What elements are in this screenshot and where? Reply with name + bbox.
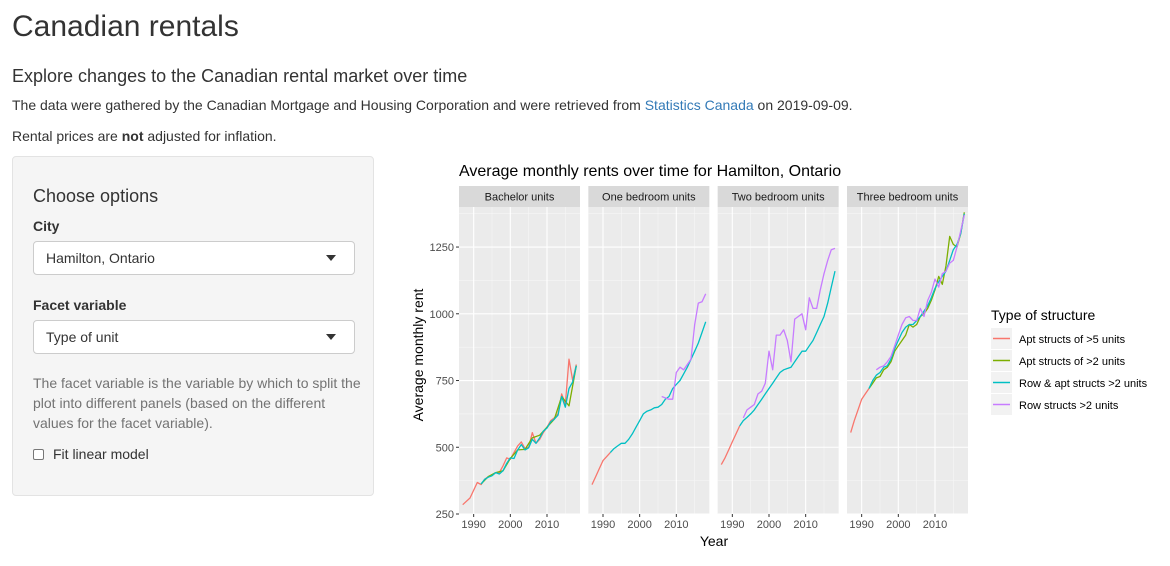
panel-background bbox=[717, 207, 839, 514]
chart-title: Average monthly rents over time for Hami… bbox=[459, 163, 841, 180]
fit-linear-model-label: Fit linear model bbox=[53, 446, 149, 462]
x-tick-label: 1990 bbox=[591, 519, 615, 531]
x-tick-label: 2000 bbox=[757, 519, 781, 531]
y-tick-label: 500 bbox=[436, 442, 454, 454]
panel-background bbox=[459, 207, 580, 514]
legend-item: Row structs >2 units bbox=[991, 394, 1119, 415]
facet-strip bbox=[717, 186, 839, 207]
x-tick-label: 2000 bbox=[886, 519, 910, 531]
series-line bbox=[742, 247, 836, 419]
legend-item: Apt structs of >5 units bbox=[991, 328, 1126, 349]
series-line bbox=[850, 388, 870, 433]
facet-select[interactable]: Type of unit bbox=[33, 320, 355, 354]
facet-select-value: Type of unit bbox=[46, 329, 119, 345]
facet-panel: Bachelor units 1990 2000 2010 bbox=[459, 186, 580, 531]
x-tick-label: 2010 bbox=[664, 519, 688, 531]
x-tick-label: 2010 bbox=[793, 519, 817, 531]
chevron-down-icon bbox=[326, 255, 336, 261]
facet-strip-label: Two bedroom units bbox=[732, 192, 825, 204]
city-label: City bbox=[33, 218, 60, 234]
x-tick-label: 2010 bbox=[535, 519, 559, 531]
statistics-canada-link[interactable]: Statistics Canada bbox=[644, 97, 754, 113]
facet-panel: Three bedroom units 1990 2000 2010 bbox=[846, 186, 968, 531]
x-tick-label: 1990 bbox=[849, 519, 873, 531]
fit-linear-model-option[interactable]: Fit linear model bbox=[33, 446, 149, 462]
inflation-text-bold: not bbox=[121, 128, 144, 144]
page-subtitle: Explore changes to the Canadian rental m… bbox=[12, 66, 468, 86]
options-panel: Choose options City Hamilton, Ontario Fa… bbox=[12, 156, 374, 496]
data-source-paragraph: The data were gathered by the Canadian M… bbox=[12, 97, 853, 113]
inflation-note: Rental prices are not adjusted for infla… bbox=[12, 128, 277, 144]
panel-background bbox=[846, 207, 968, 514]
inflation-text-start: Rental prices are bbox=[12, 128, 122, 144]
page-title: Canadian rentals bbox=[12, 10, 239, 43]
legend-label: Row structs >2 units bbox=[1019, 400, 1119, 412]
y-tick-label: 250 bbox=[436, 509, 454, 521]
x-tick-label: 2010 bbox=[923, 519, 947, 531]
facet-strip-label: Bachelor units bbox=[485, 192, 555, 204]
source-text-start: The data were gathered by the Canadian M… bbox=[12, 97, 645, 113]
series-line bbox=[720, 425, 741, 465]
facet-strip-label: One bedroom units bbox=[602, 192, 696, 204]
options-title: Choose options bbox=[33, 186, 159, 206]
x-tick-label: 2000 bbox=[627, 519, 651, 531]
legend-title: Type of structure bbox=[991, 307, 1095, 323]
series-line bbox=[868, 212, 965, 389]
city-select[interactable]: Hamilton, Ontario bbox=[33, 241, 355, 275]
legend-label: Row & apt structs >2 units bbox=[1019, 378, 1148, 390]
panel-background bbox=[588, 207, 710, 514]
x-tick-label: 1990 bbox=[720, 519, 744, 531]
chevron-down-icon bbox=[326, 334, 336, 340]
facet-panel: Two bedroom units 1990 2000 2010 bbox=[717, 186, 839, 531]
series-line bbox=[661, 293, 707, 400]
facet-strip bbox=[588, 186, 710, 207]
legend-label: Apt structs of >2 units bbox=[1019, 356, 1126, 368]
inflation-text-end: adjusted for inflation. bbox=[143, 128, 277, 144]
fit-linear-model-checkbox[interactable] bbox=[33, 448, 44, 460]
source-text-end: on 2019-09-09. bbox=[753, 97, 853, 113]
x-axis-label: Year bbox=[700, 533, 729, 549]
facet-strip bbox=[459, 186, 580, 207]
series-line bbox=[875, 214, 965, 371]
facet-panel: One bedroom units 1990 2000 2010 bbox=[588, 186, 710, 531]
legend-item: Row & apt structs >2 units bbox=[991, 372, 1148, 393]
x-tick-label: 2000 bbox=[498, 519, 522, 531]
facet-label: Facet variable bbox=[33, 297, 127, 313]
facet-help-text: The facet variable is the variable by wh… bbox=[33, 375, 361, 431]
series-line bbox=[739, 270, 836, 427]
series-line bbox=[480, 365, 577, 485]
legend-label: Apt structs of >5 units bbox=[1019, 334, 1126, 346]
facet-strip bbox=[846, 186, 968, 207]
rent-chart: Average monthly rents over time for Hami… bbox=[410, 163, 1148, 549]
y-tick-label: 750 bbox=[436, 376, 454, 388]
city-select-value: Hamilton, Ontario bbox=[46, 250, 155, 266]
y-axis-label: Average monthly rent bbox=[410, 288, 426, 421]
legend-item: Apt structs of >2 units bbox=[991, 350, 1126, 371]
y-tick-label: 1000 bbox=[430, 309, 454, 321]
x-tick-label: 1990 bbox=[461, 519, 485, 531]
y-tick-label: 1250 bbox=[430, 242, 454, 254]
facet-strip-label: Three bedroom units bbox=[857, 192, 959, 204]
series-line bbox=[591, 452, 611, 485]
